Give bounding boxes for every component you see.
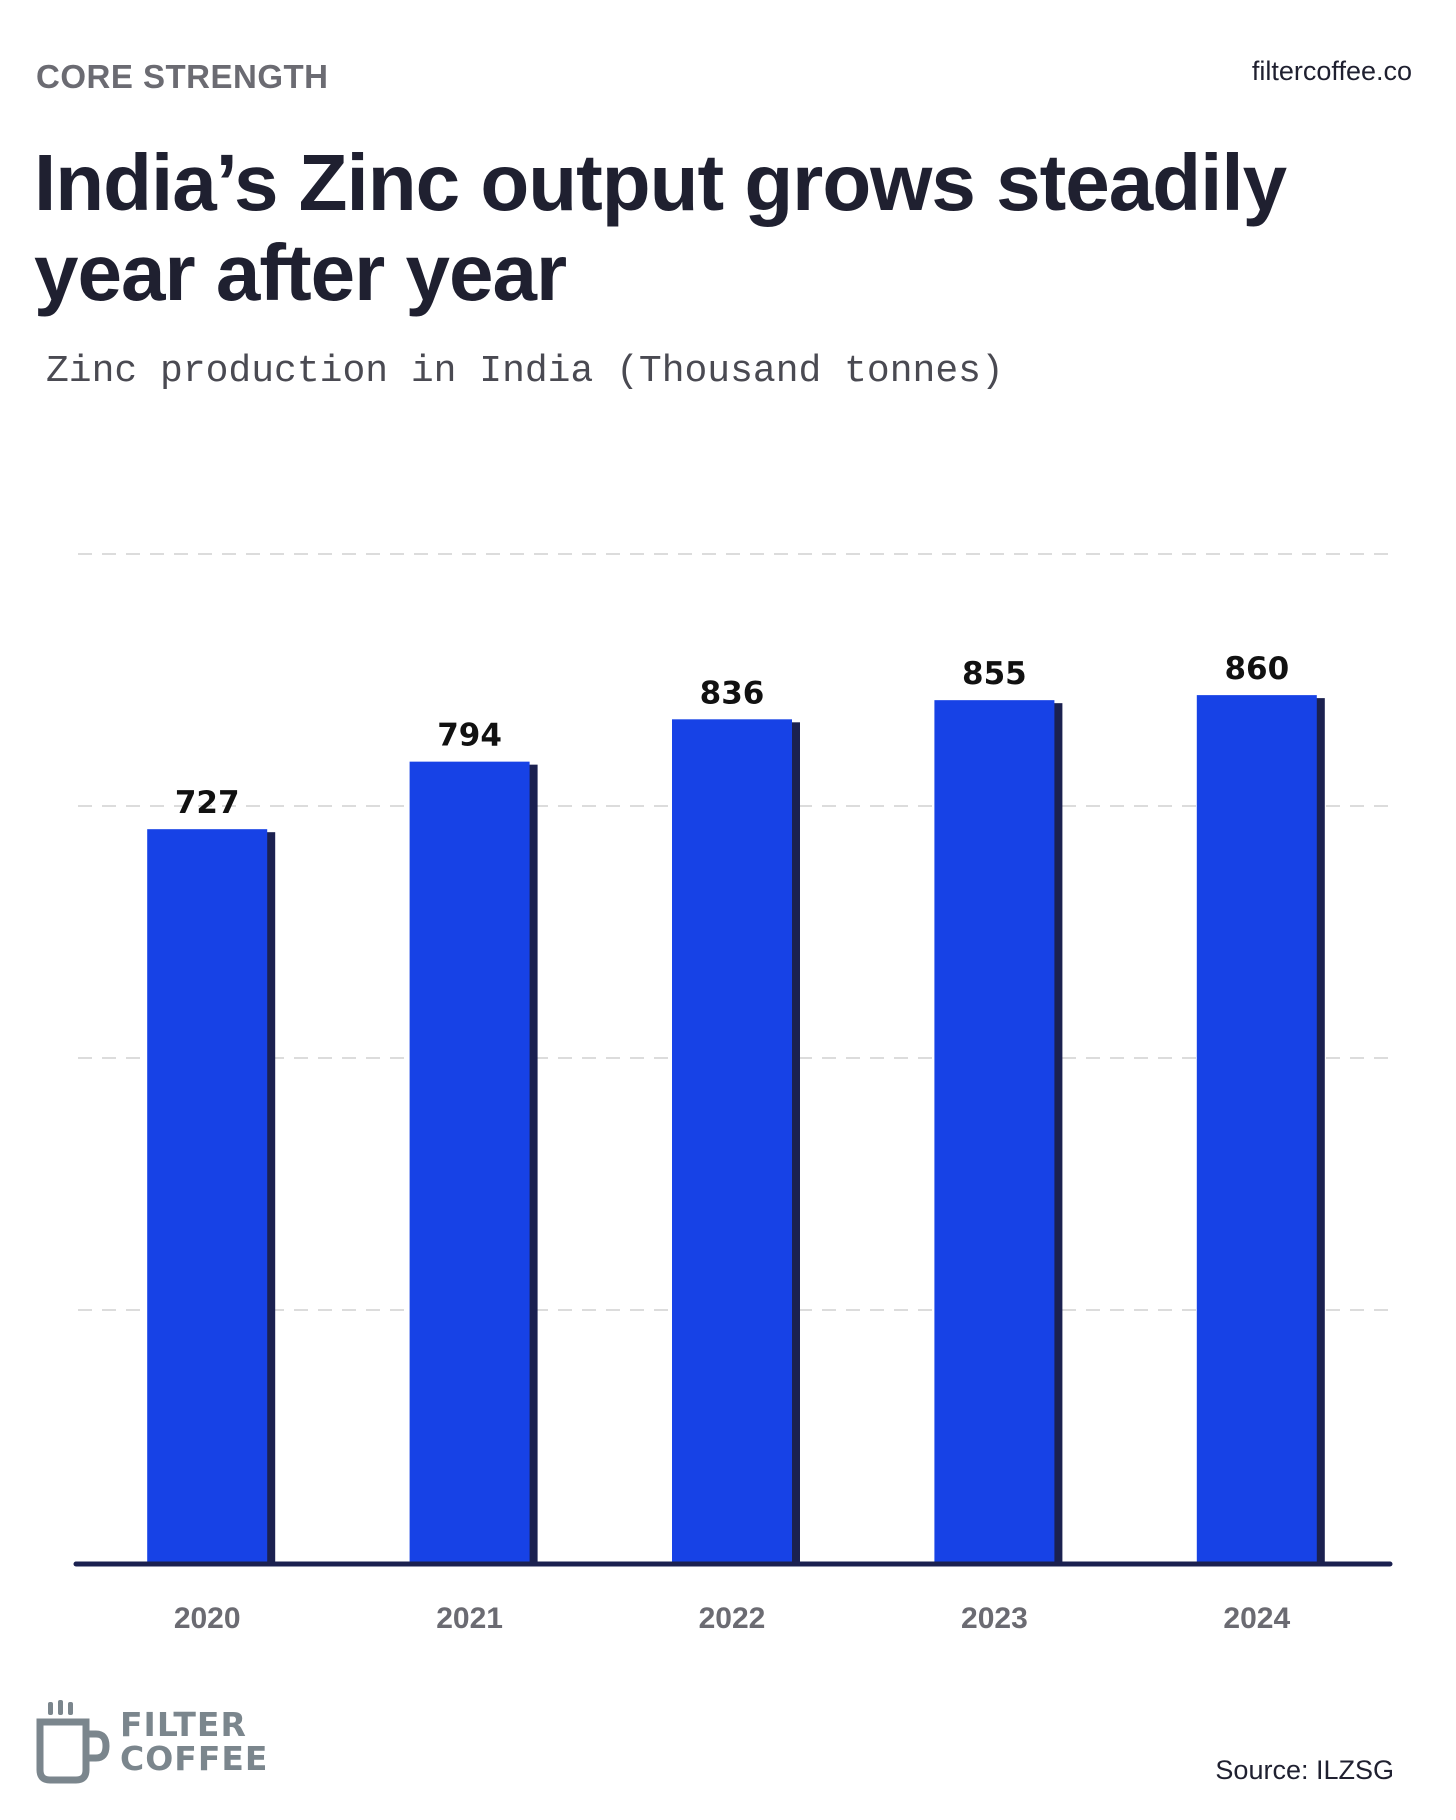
site-link[interactable]: filtercoffee.co <box>1251 56 1412 86</box>
data-label-2020: 727 <box>175 785 240 821</box>
source-note: Source: ILZSG <box>1215 1755 1394 1785</box>
chart-subtitle: Zinc production in India (Thousand tonne… <box>46 350 1004 393</box>
x-tick-2021: 2021 <box>436 1602 503 1635</box>
x-tick-2020: 2020 <box>174 1602 241 1635</box>
kicker-label: CORE STRENGTH <box>36 58 329 95</box>
logo-word-filter: FILTER <box>120 1705 247 1744</box>
bar-chart: 727 794 836 855 860 2020 2021 2022 2023 2024 <box>73 553 1393 1635</box>
data-label-2023: 855 <box>962 656 1027 692</box>
bar-2022 <box>672 719 792 1562</box>
bar-2021 <box>409 761 530 1562</box>
bar-2020 <box>147 829 268 1562</box>
x-tick-2022: 2022 <box>699 1602 766 1635</box>
page-title: India’s Zinc output grows steadily year … <box>34 138 1287 317</box>
data-label-2024: 860 <box>1224 651 1289 687</box>
data-label-2021: 794 <box>437 718 502 754</box>
logo-word-coffee: COFFEE <box>120 1739 269 1778</box>
x-tick-2024: 2024 <box>1223 1602 1290 1635</box>
coffee-cup-icon <box>36 1700 110 1784</box>
bar-2023 <box>934 700 1055 1562</box>
bar-layer <box>147 695 1325 1562</box>
x-tick-2023: 2023 <box>961 1602 1028 1635</box>
bar-2024 <box>1196 695 1317 1562</box>
data-label-2022: 836 <box>700 675 765 711</box>
tick-layer: 2020 2021 2022 2023 2024 <box>73 1561 1393 1635</box>
brand-logo: FILTER COFFEE <box>36 1700 276 1790</box>
label-layer: 727 794 836 855 860 <box>175 651 1289 821</box>
